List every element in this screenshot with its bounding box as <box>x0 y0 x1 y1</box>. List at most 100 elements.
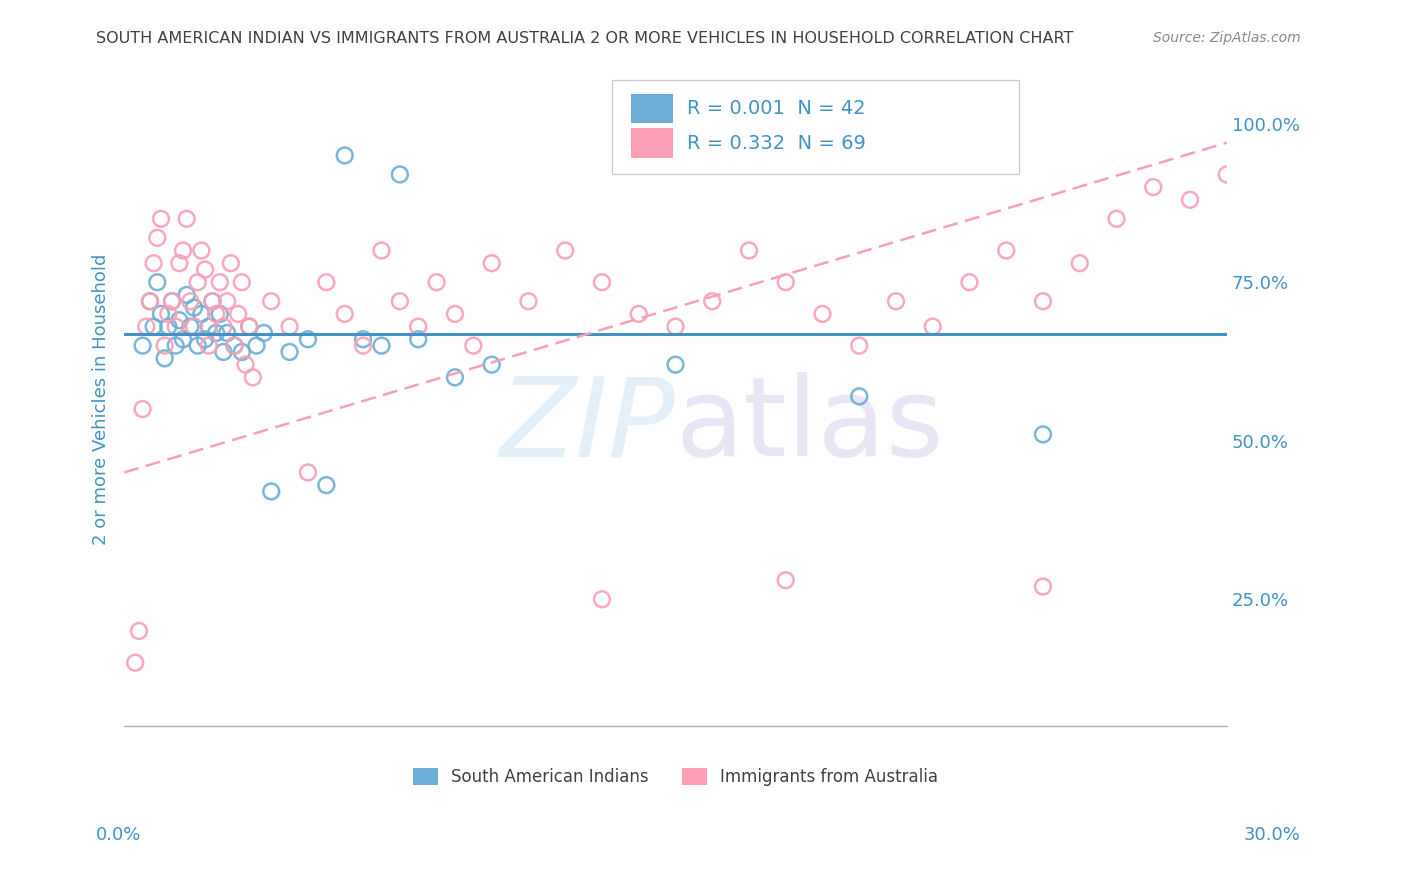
Point <box>278 319 301 334</box>
Point <box>426 275 449 289</box>
Point <box>245 338 267 352</box>
Point <box>1178 193 1201 207</box>
Point <box>217 294 239 309</box>
Text: atlas: atlas <box>675 372 943 479</box>
Point <box>995 244 1018 258</box>
Point <box>388 294 411 309</box>
Point <box>333 148 356 162</box>
Point <box>738 244 761 258</box>
Point <box>226 307 249 321</box>
Point <box>208 275 231 289</box>
Point <box>179 319 201 334</box>
Point <box>1032 580 1054 594</box>
Point <box>775 275 797 289</box>
Point <box>176 211 198 226</box>
Point <box>217 326 239 340</box>
Point <box>190 307 212 321</box>
Point <box>959 275 981 289</box>
Point <box>1142 180 1164 194</box>
Point <box>444 307 467 321</box>
Point <box>517 294 540 309</box>
Point <box>848 389 870 403</box>
Point <box>848 338 870 352</box>
Point <box>224 338 246 352</box>
Point <box>260 484 283 499</box>
Point <box>205 307 228 321</box>
Point <box>187 275 209 289</box>
Point <box>139 294 162 309</box>
Point <box>388 168 411 182</box>
Point <box>1069 256 1091 270</box>
Point <box>664 319 686 334</box>
Point <box>664 358 686 372</box>
Point <box>201 294 224 309</box>
Point <box>235 358 257 372</box>
Point <box>702 294 724 309</box>
Point <box>297 466 319 480</box>
Point <box>278 345 301 359</box>
Point <box>142 319 165 334</box>
Point <box>224 338 246 352</box>
Point <box>370 338 392 352</box>
Point <box>201 294 224 309</box>
Point <box>775 573 797 587</box>
Point <box>160 294 183 309</box>
Point <box>238 319 260 334</box>
Point <box>1216 168 1239 182</box>
Point <box>212 319 235 334</box>
Point <box>352 332 374 346</box>
Point <box>142 256 165 270</box>
Point <box>1032 427 1054 442</box>
Point <box>370 244 392 258</box>
Point <box>165 338 187 352</box>
Point <box>406 332 429 346</box>
Point <box>160 294 183 309</box>
Point <box>219 256 242 270</box>
Point <box>591 275 613 289</box>
Point <box>179 294 201 309</box>
Point <box>194 332 217 346</box>
Point <box>157 307 180 321</box>
Text: 0.0%: 0.0% <box>96 826 141 844</box>
Point <box>212 345 235 359</box>
Point <box>554 244 576 258</box>
Point <box>205 326 228 340</box>
Point <box>406 319 429 334</box>
Point <box>139 294 162 309</box>
Point <box>208 307 231 321</box>
Point <box>1032 294 1054 309</box>
Point <box>242 370 264 384</box>
Y-axis label: 2 or more Vehicles in Household: 2 or more Vehicles in Household <box>93 254 110 545</box>
Legend: South American Indians, Immigrants from Australia: South American Indians, Immigrants from … <box>406 762 945 793</box>
Text: Source: ZipAtlas.com: Source: ZipAtlas.com <box>1153 31 1301 45</box>
Point <box>921 319 943 334</box>
Point <box>124 656 146 670</box>
Point <box>481 358 503 372</box>
Text: 30.0%: 30.0% <box>1244 826 1301 844</box>
Point <box>183 301 205 315</box>
Point <box>627 307 650 321</box>
Point <box>153 338 176 352</box>
Point <box>176 288 198 302</box>
Point <box>444 370 467 384</box>
Point <box>253 326 276 340</box>
Text: R = 0.332  N = 69: R = 0.332 N = 69 <box>686 134 865 153</box>
Point <box>172 332 194 346</box>
Point <box>297 332 319 346</box>
Point <box>194 262 217 277</box>
Point <box>128 624 150 638</box>
FancyBboxPatch shape <box>612 79 1019 174</box>
Point <box>197 319 219 334</box>
Point <box>315 275 337 289</box>
Point <box>481 256 503 270</box>
Text: R = 0.001  N = 42: R = 0.001 N = 42 <box>686 99 865 119</box>
Point <box>146 231 169 245</box>
Point <box>190 244 212 258</box>
Point <box>231 345 253 359</box>
Point <box>165 319 187 334</box>
Point <box>146 275 169 289</box>
Point <box>463 338 485 352</box>
Point <box>811 307 834 321</box>
Point <box>1105 211 1128 226</box>
Point <box>591 592 613 607</box>
